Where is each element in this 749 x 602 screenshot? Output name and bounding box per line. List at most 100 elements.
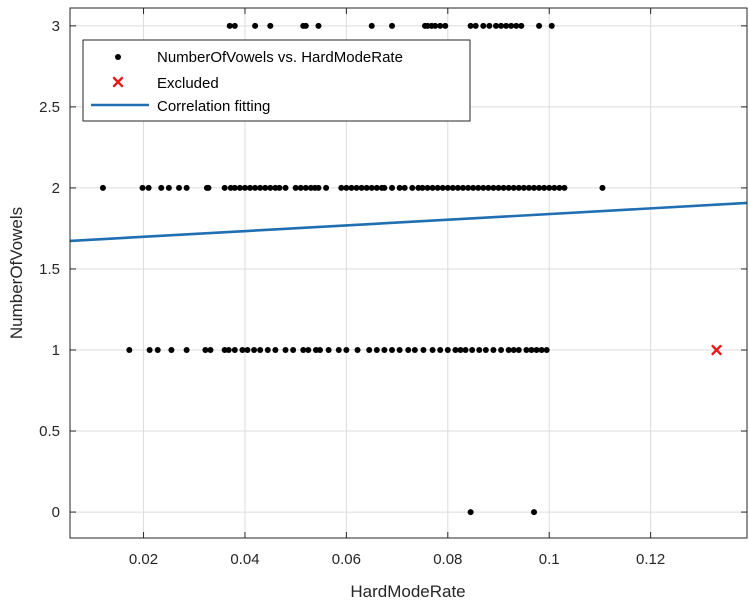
data-point (343, 346, 350, 353)
data-point (513, 22, 520, 29)
data-point (429, 346, 436, 353)
data-point (500, 184, 507, 191)
x-tick-label: 0.12 (636, 551, 665, 568)
data-point (241, 184, 248, 191)
data-point (343, 184, 350, 191)
data-point (536, 184, 543, 191)
data-point (551, 184, 558, 191)
data-point (348, 184, 355, 191)
data-point (444, 346, 451, 353)
data-point (515, 184, 522, 191)
data-point (373, 346, 380, 353)
legend-x-marker (112, 76, 124, 88)
data-point (536, 22, 543, 29)
data-point (424, 184, 431, 191)
data-point (139, 184, 146, 191)
data-point (533, 346, 540, 353)
data-point (202, 346, 209, 353)
data-point (381, 184, 388, 191)
y-tick-labels: 0 0.5 1 1.5 2 2.5 3 (39, 18, 60, 521)
data-point (538, 346, 545, 353)
data-point (389, 184, 396, 191)
data-point (409, 184, 416, 191)
data-point (510, 346, 517, 353)
data-point (457, 346, 464, 353)
points-layer (99, 22, 722, 516)
data-point (373, 184, 380, 191)
data-point (168, 346, 175, 353)
data-point (401, 184, 408, 191)
data-point (429, 184, 436, 191)
y-tick-label: 1.5 (39, 261, 60, 278)
data-point (469, 346, 476, 353)
x-tick-label: 0.02 (129, 551, 158, 568)
data-point (528, 346, 535, 353)
data-point (165, 184, 172, 191)
data-point (396, 346, 403, 353)
data-point (389, 22, 396, 29)
legend-dot-marker (115, 54, 121, 60)
data-point (480, 184, 487, 191)
axis-ticks (70, 8, 747, 538)
data-point (183, 346, 190, 353)
data-point (247, 184, 254, 191)
data-point (520, 184, 527, 191)
data-point (262, 184, 269, 191)
data-point (495, 184, 502, 191)
data-point (405, 346, 412, 353)
data-point (389, 346, 396, 353)
data-point (358, 184, 365, 191)
data-point (437, 346, 444, 353)
data-point (207, 346, 214, 353)
data-point (505, 184, 512, 191)
data-point (508, 22, 515, 29)
plot-frame (69, 7, 748, 539)
data-point (476, 346, 483, 353)
data-point (239, 346, 246, 353)
y-tick-label: 1 (52, 342, 60, 359)
fit-line-layer (69, 201, 748, 243)
y-tick-label: 0.5 (39, 423, 60, 440)
data-point (498, 346, 505, 353)
data-point (317, 346, 324, 353)
data-point (335, 346, 342, 353)
data-point (482, 346, 489, 353)
data-point (290, 346, 297, 353)
data-point (531, 184, 538, 191)
data-point (492, 22, 499, 29)
excluded-point-stroke (711, 344, 722, 356)
data-point (183, 184, 190, 191)
data-point (252, 184, 259, 191)
data-point (411, 346, 418, 353)
data-point (434, 184, 441, 191)
data-point (315, 22, 322, 29)
data-point (244, 346, 251, 353)
data-point (302, 184, 309, 191)
y-tick-label: 2 (52, 180, 60, 197)
data-point (437, 22, 444, 29)
data-point (531, 509, 538, 516)
data-point (282, 346, 289, 353)
data-point (505, 346, 512, 353)
data-point (236, 184, 243, 191)
data-point (257, 346, 264, 353)
data-point (282, 184, 289, 191)
data-point (523, 346, 530, 353)
data-point (439, 184, 446, 191)
data-point (472, 22, 479, 29)
data-point (363, 184, 370, 191)
data-point (467, 509, 474, 516)
data-point (292, 184, 299, 191)
data-point (503, 22, 510, 29)
data-point (543, 346, 550, 353)
data-point (366, 346, 373, 353)
data-point (300, 346, 307, 353)
data-point (465, 184, 472, 191)
data-point (272, 346, 279, 353)
data-point (525, 184, 532, 191)
data-point (490, 346, 497, 353)
data-point (510, 184, 517, 191)
data-point (381, 346, 388, 353)
data-point (146, 346, 153, 353)
